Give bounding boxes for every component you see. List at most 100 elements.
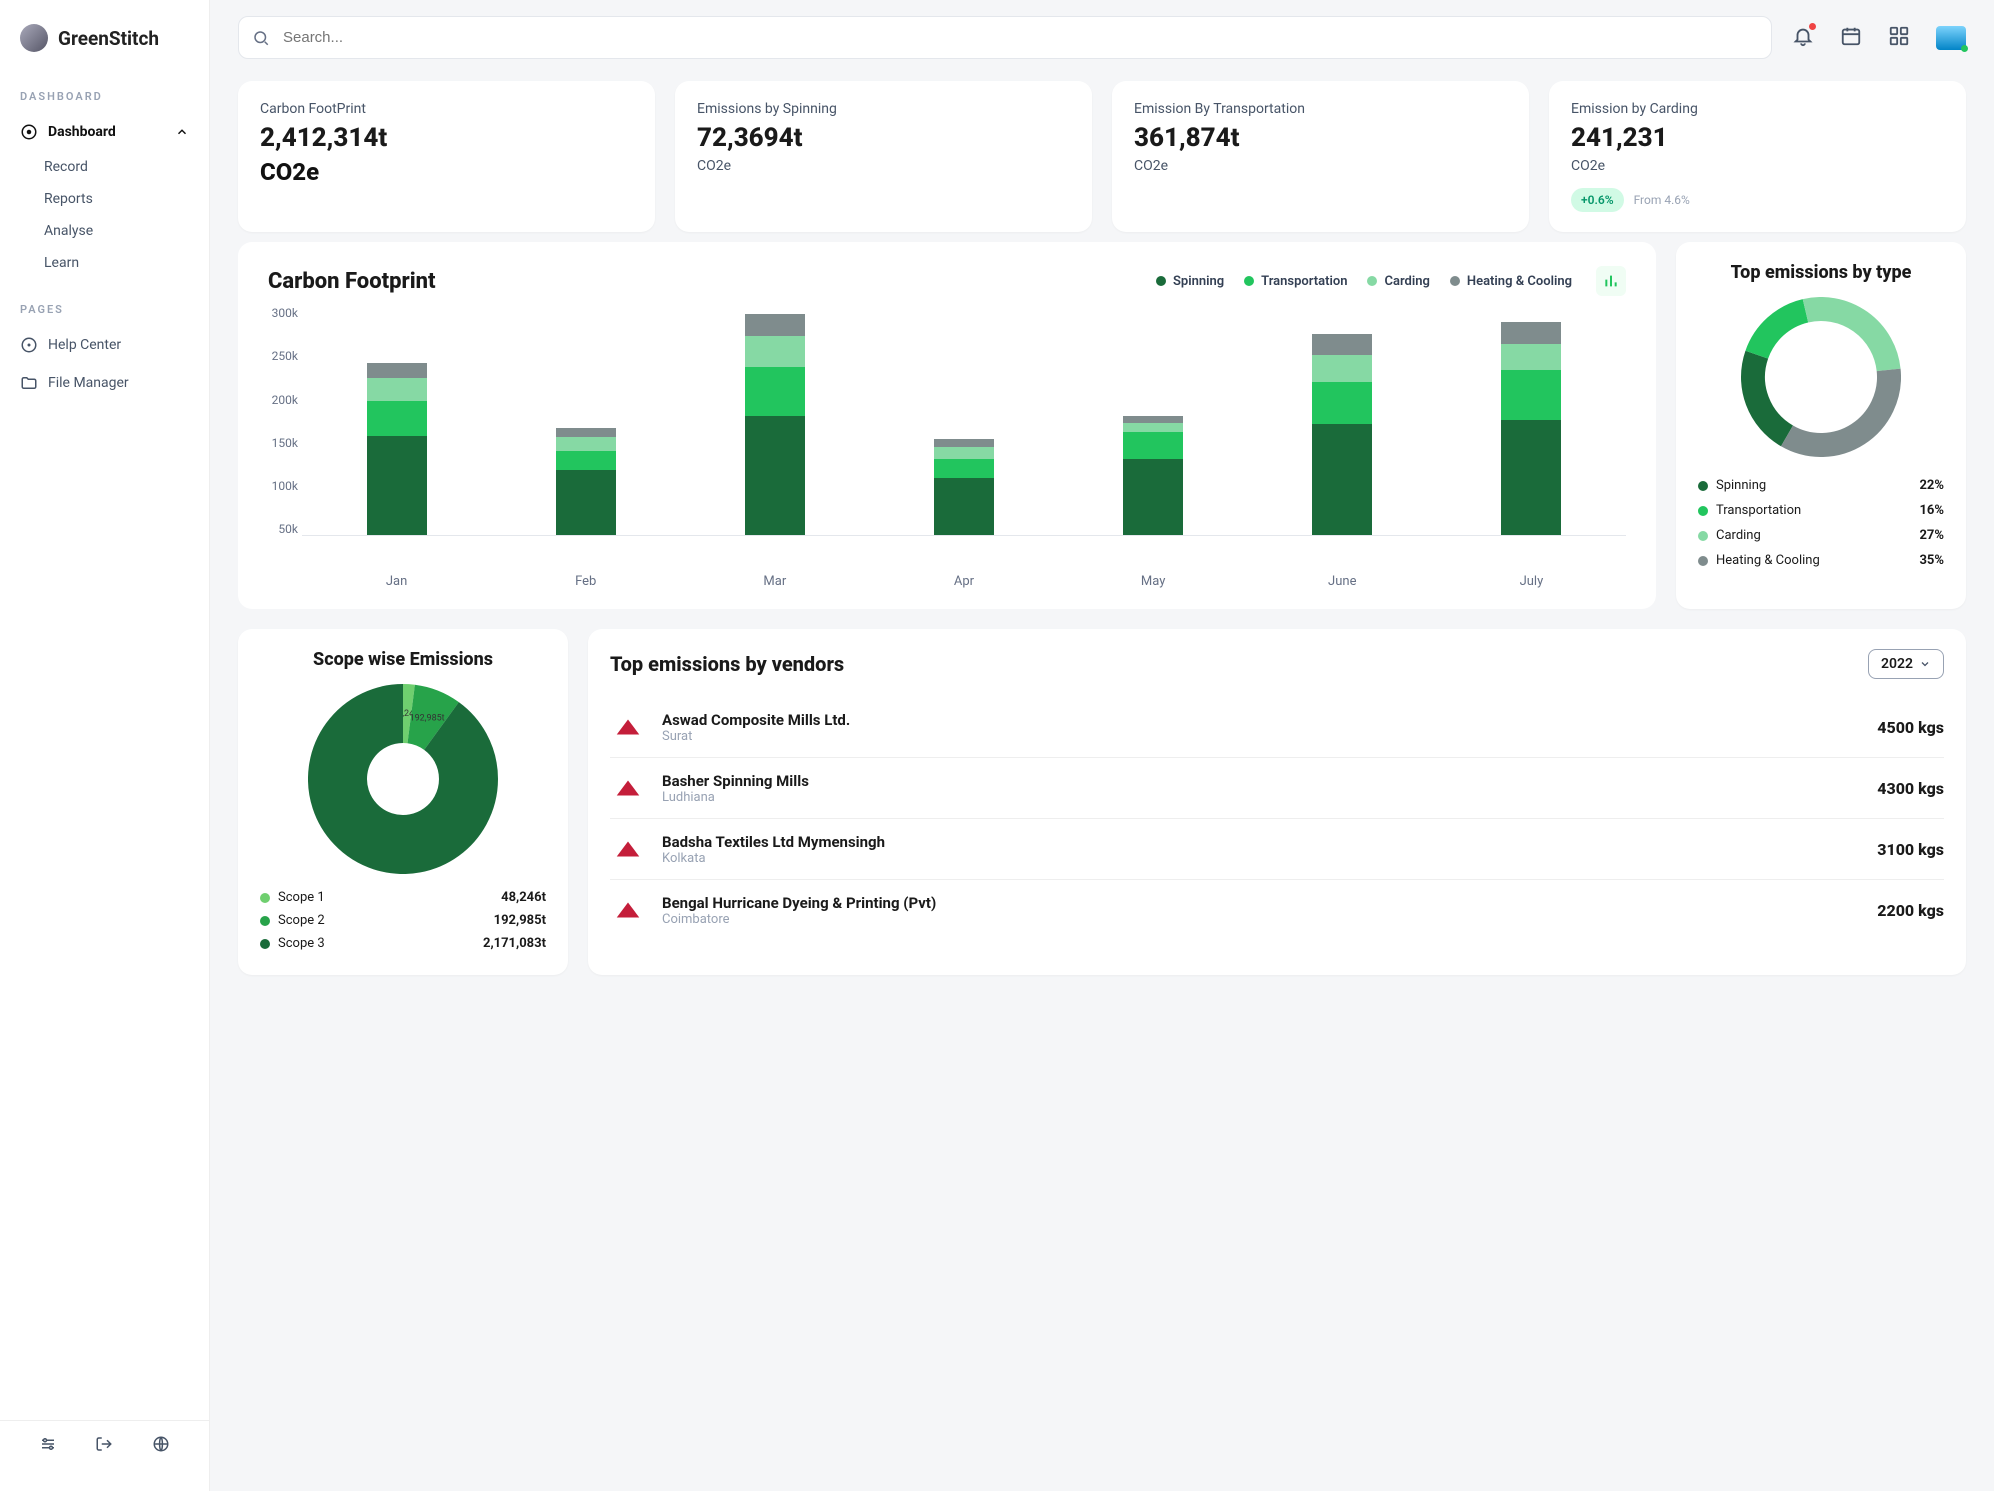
legend-dot bbox=[1450, 276, 1460, 286]
chevron-down-icon bbox=[1919, 658, 1931, 670]
scope-title: Scope wise Emissions bbox=[260, 649, 546, 670]
bar-segment bbox=[367, 363, 427, 378]
nav-dashboard-label: Dashboard bbox=[48, 124, 116, 140]
x-label: Jan bbox=[367, 574, 427, 589]
notifications-button[interactable] bbox=[1792, 25, 1814, 51]
x-label: Mar bbox=[745, 574, 805, 589]
legend-label: Transportation bbox=[1261, 274, 1347, 289]
nav-analyse[interactable]: Analyse bbox=[0, 215, 209, 247]
scope-legend-row: Scope 32,171,083t bbox=[260, 932, 546, 955]
year-value: 2022 bbox=[1881, 656, 1913, 672]
nav-reports[interactable]: Reports bbox=[0, 183, 209, 215]
bar-segment bbox=[556, 428, 616, 437]
bar-segment bbox=[367, 401, 427, 436]
vendor-row[interactable]: Basher Spinning MillsLudhiana 4300 kgs bbox=[610, 758, 1944, 819]
sidebar: GreenStitch DASHBOARD Dashboard Record R… bbox=[0, 0, 210, 1491]
bar-group[interactable] bbox=[745, 314, 805, 535]
vendor-row[interactable]: Badsha Textiles Ltd MymensinghKolkata 31… bbox=[610, 819, 1944, 880]
scope-legend: Scope 148,246tScope 2192,985tScope 32,17… bbox=[260, 886, 546, 955]
kpi-card[interactable]: Emission By Transportation 361,874t CO2e bbox=[1112, 81, 1529, 232]
nav-learn[interactable]: Learn bbox=[0, 247, 209, 279]
legend-dot bbox=[260, 893, 270, 903]
kpi-label: Emission By Transportation bbox=[1134, 101, 1507, 117]
legend-label: Scope 2 bbox=[278, 913, 325, 928]
nav-dashboard[interactable]: Dashboard bbox=[0, 113, 209, 151]
y-tick: 200k bbox=[248, 393, 298, 407]
legend-dot bbox=[1698, 556, 1708, 566]
brand-name: GreenStitch bbox=[58, 27, 159, 50]
delta-badge: +0.6% bbox=[1571, 188, 1624, 212]
legend-item[interactable]: Heating & Cooling bbox=[1450, 274, 1572, 289]
slice-label: 192,985t bbox=[410, 714, 445, 724]
kpi-label: Carbon FootPrint bbox=[260, 101, 633, 117]
kpi-card[interactable]: Emission by Carding 241,231 CO2e+0.6%Fro… bbox=[1549, 81, 1966, 232]
kpi-card[interactable]: Emissions by Spinning 72,3694t CO2e bbox=[675, 81, 1092, 232]
topbar bbox=[238, 16, 1966, 59]
bar-segment bbox=[745, 367, 805, 417]
y-tick: 100k bbox=[248, 479, 298, 493]
scope-emissions-panel: Scope wise Emissions 48,246t192,985t Sco… bbox=[238, 629, 568, 975]
nav-help-center[interactable]: Help Center bbox=[0, 326, 209, 364]
legend-label: Scope 3 bbox=[278, 936, 325, 951]
bar-segment bbox=[1123, 459, 1183, 536]
nav-file-manager[interactable]: File Manager bbox=[0, 364, 209, 402]
year-select[interactable]: 2022 bbox=[1868, 649, 1944, 679]
chart-title: Carbon Footprint bbox=[268, 269, 436, 294]
bar-segment bbox=[1123, 432, 1183, 459]
vendors-title: Top emissions by vendors bbox=[610, 652, 844, 676]
legend-item[interactable]: Transportation bbox=[1244, 274, 1347, 289]
logout-icon[interactable] bbox=[95, 1435, 113, 1453]
emissions-by-type-panel: Top emissions by type Spinning22%Transpo… bbox=[1676, 242, 1966, 609]
avatar-button[interactable] bbox=[1936, 26, 1966, 50]
kpi-unit: CO2e bbox=[1571, 158, 1944, 174]
settings-icon[interactable] bbox=[39, 1435, 57, 1453]
donut-slice[interactable] bbox=[1757, 311, 1806, 355]
bar-group[interactable] bbox=[934, 439, 994, 535]
bar-segment bbox=[1501, 370, 1561, 420]
vendor-row[interactable]: Aswad Composite Mills Ltd.Surat 4500 kgs bbox=[610, 697, 1944, 758]
legend-label: Spinning bbox=[1716, 478, 1766, 493]
legend-item[interactable]: Spinning bbox=[1156, 274, 1224, 289]
bar-group[interactable] bbox=[556, 428, 616, 535]
gauge-icon bbox=[20, 123, 38, 141]
bar-segment bbox=[556, 437, 616, 451]
scope-legend-row: Scope 148,246t bbox=[260, 886, 546, 909]
apps-button[interactable] bbox=[1888, 25, 1910, 51]
donut-slice[interactable] bbox=[338, 714, 469, 845]
legend-label: Heating & Cooling bbox=[1716, 553, 1820, 568]
donut-slice[interactable] bbox=[1753, 355, 1787, 436]
brand-logo[interactable]: GreenStitch bbox=[0, 24, 209, 80]
globe-icon[interactable] bbox=[152, 1435, 170, 1453]
legend-label: Scope 1 bbox=[278, 890, 325, 905]
kpi-value: 72,3694t bbox=[697, 123, 1070, 154]
legend-dot bbox=[260, 939, 270, 949]
bar-segment bbox=[745, 336, 805, 367]
y-axis: 50k100k150k200k250k300k bbox=[248, 306, 298, 536]
nav-record[interactable]: Record bbox=[0, 151, 209, 183]
donut-legend-row: Spinning22% bbox=[1698, 473, 1944, 498]
vendor-logo-icon bbox=[610, 709, 646, 745]
legend-label: Heating & Cooling bbox=[1467, 274, 1572, 289]
donut-legend-row: Heating & Cooling35% bbox=[1698, 548, 1944, 573]
search-input[interactable] bbox=[238, 16, 1772, 59]
donut-slice[interactable] bbox=[1805, 309, 1888, 370]
bar-group[interactable] bbox=[367, 363, 427, 535]
legend-dot bbox=[1367, 276, 1377, 286]
bar-group[interactable] bbox=[1501, 322, 1561, 535]
carbon-footprint-panel: Carbon Footprint Spinning Transportation C… bbox=[238, 242, 1656, 609]
bar-group[interactable] bbox=[1312, 334, 1372, 536]
vendors-panel: Top emissions by vendors 2022 Aswad Comp… bbox=[588, 629, 1966, 975]
donut-legend-row: Carding27% bbox=[1698, 523, 1944, 548]
vendor-name: Bengal Hurricane Dyeing & Printing (Pvt) bbox=[662, 894, 1861, 912]
donut-slice[interactable] bbox=[1787, 370, 1889, 445]
kpi-card[interactable]: Carbon FootPrint 2,412,314t CO2e bbox=[238, 81, 655, 232]
donut-legend-row: Transportation16% bbox=[1698, 498, 1944, 523]
bar-group[interactable] bbox=[1123, 416, 1183, 535]
legend-item[interactable]: Carding bbox=[1367, 274, 1429, 289]
calendar-button[interactable] bbox=[1840, 25, 1862, 51]
chart-type-button[interactable] bbox=[1596, 266, 1626, 296]
vendor-row[interactable]: Bengal Hurricane Dyeing & Printing (Pvt)… bbox=[610, 880, 1944, 940]
folder-icon bbox=[20, 374, 38, 392]
vendor-location: Coimbatore bbox=[662, 912, 1861, 927]
y-tick: 300k bbox=[248, 306, 298, 320]
